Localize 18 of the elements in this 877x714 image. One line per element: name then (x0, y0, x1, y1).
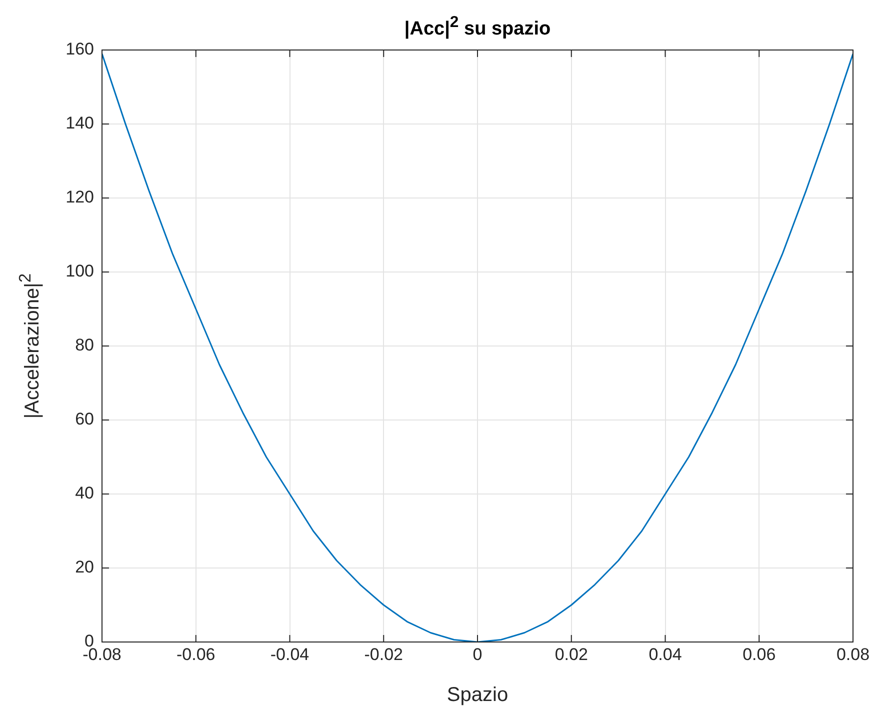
x-tick-label: 0.02 (554, 644, 588, 664)
x-tick-label: 0.08 (836, 644, 870, 664)
chart-title: |Acc|$^{2}$ su spazio (403, 14, 552, 40)
y-tick-label: 40 (75, 484, 94, 503)
y-tick-label: 120 (66, 188, 94, 207)
x-tick-label: -0.02 (364, 644, 403, 664)
y-tick-label: 160 (66, 40, 94, 59)
x-tick-label: 0.04 (648, 644, 682, 664)
y-tick-label: 100 (66, 262, 94, 281)
y-tick-label: 80 (75, 336, 94, 355)
x-tick-label: -0.04 (270, 644, 310, 664)
x-axis-title: Spazio (446, 684, 510, 707)
y-tick-label: 140 (66, 114, 94, 133)
y-tick-label: 20 (75, 558, 94, 577)
x-tick-label: 0.06 (742, 644, 776, 664)
x-tick-label: -0.06 (176, 644, 216, 664)
y-tick-label: 60 (75, 410, 94, 429)
x-tick-label: 0 (472, 644, 482, 664)
